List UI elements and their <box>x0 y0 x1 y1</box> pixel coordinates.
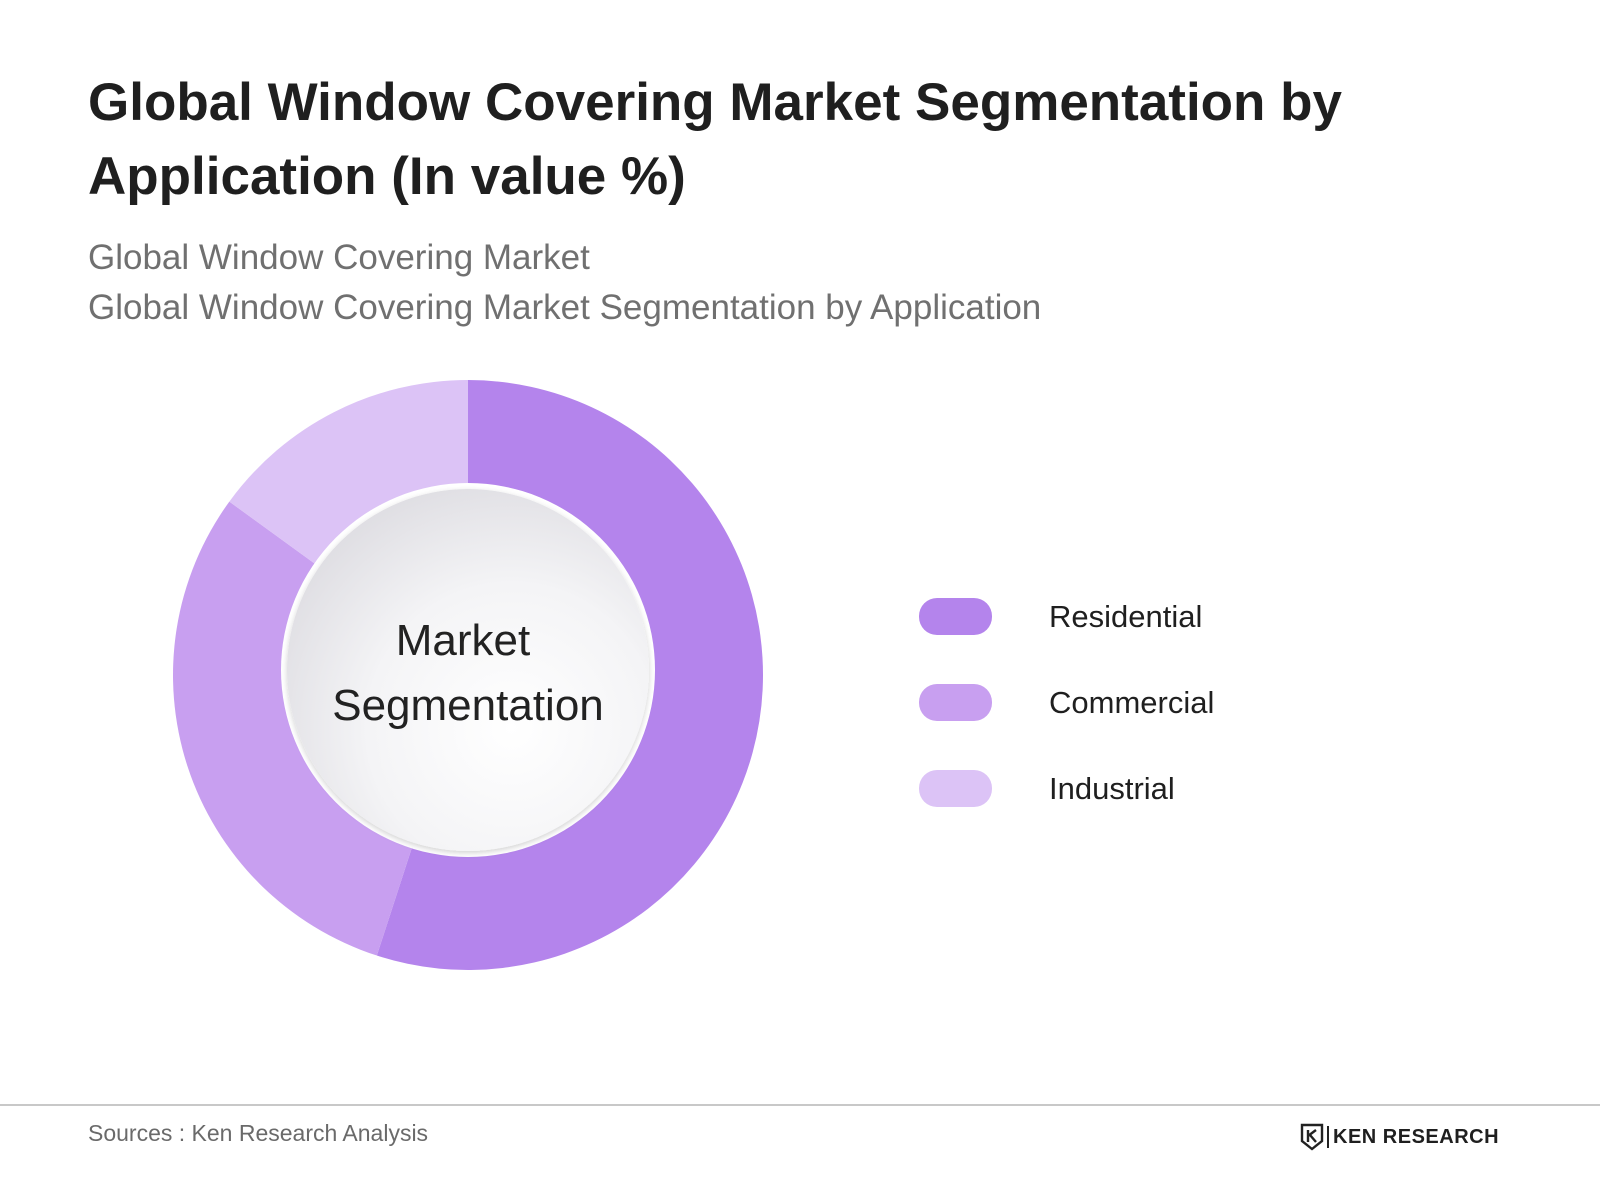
brand-separator <box>1327 1126 1329 1148</box>
footer-divider <box>0 1104 1600 1106</box>
ken-research-logo-icon <box>1300 1123 1324 1151</box>
donut-center-gradient <box>287 489 649 851</box>
center-label-line2: Segmentation <box>332 681 604 730</box>
legend-item-commercial: Commercial <box>919 684 1214 721</box>
chart-legend: Residential Commercial Industrial <box>919 598 1214 856</box>
legend-label-commercial: Commercial <box>1049 684 1215 720</box>
center-label-line1: Market <box>396 616 530 665</box>
legend-label-residential: Residential <box>1049 598 1203 634</box>
source-note: Sources : Ken Research Analysis <box>88 1120 429 1146</box>
legend-swatch-industrial <box>919 770 992 807</box>
chart-subtitle-1: Global Window Covering Market <box>88 238 590 277</box>
legend-swatch-residential <box>919 598 992 635</box>
legend-item-industrial: Industrial <box>919 770 1214 807</box>
brand-logo: KEN RESEARCH <box>1300 1123 1499 1151</box>
legend-item-residential: Residential <box>919 598 1214 635</box>
brand-name: KEN RESEARCH <box>1333 1125 1500 1148</box>
legend-label-industrial: Industrial <box>1049 770 1175 806</box>
legend-swatch-commercial <box>919 684 992 721</box>
chart-subtitle-2: Global Window Covering Market Segmentati… <box>88 288 1042 327</box>
chart-title: Global Window Covering Market Segmentati… <box>88 73 1342 206</box>
